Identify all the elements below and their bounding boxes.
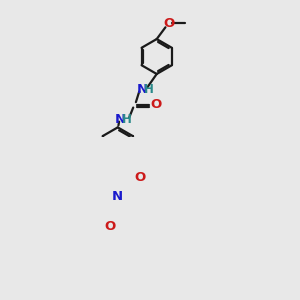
Text: N: N bbox=[112, 190, 123, 203]
Text: N: N bbox=[137, 83, 148, 96]
Text: O: O bbox=[151, 98, 162, 111]
Text: H: H bbox=[122, 113, 131, 126]
Text: O: O bbox=[134, 171, 145, 184]
Text: O: O bbox=[105, 220, 116, 233]
Text: O: O bbox=[163, 17, 174, 30]
Text: H: H bbox=[143, 83, 153, 96]
Text: N: N bbox=[115, 113, 126, 126]
